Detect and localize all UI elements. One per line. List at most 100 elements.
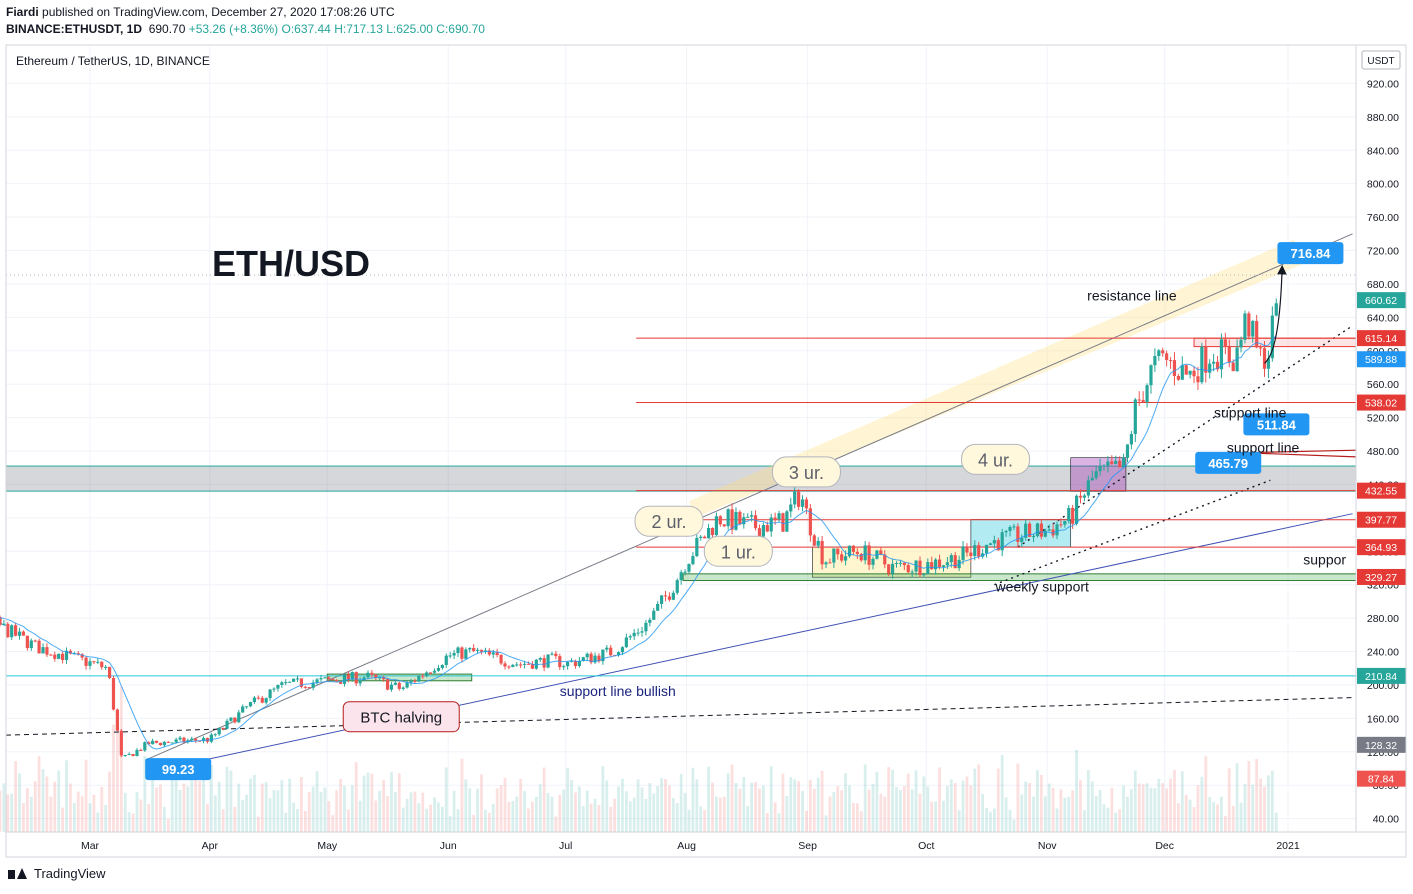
candle-body — [201, 738, 206, 742]
candle-body — [1251, 321, 1255, 337]
candle-body — [60, 653, 65, 661]
volume-bar — [883, 796, 887, 832]
volume-bar — [339, 778, 342, 832]
volume-bar — [824, 815, 828, 832]
x-tick-label: Mar — [81, 840, 100, 852]
candle-body — [695, 537, 699, 557]
candle-body — [894, 563, 899, 565]
candle-body — [648, 619, 652, 623]
volume-bar — [945, 785, 949, 832]
candle-body — [14, 625, 18, 636]
candle-body — [92, 661, 96, 663]
volume-bar — [1220, 796, 1223, 832]
volume-bar — [934, 801, 938, 832]
drawn-zones — [5, 239, 1357, 682]
price-marker — [1357, 394, 1406, 411]
volume-bar — [444, 767, 448, 832]
volume-bar — [409, 792, 413, 832]
candle-body — [421, 675, 425, 677]
volume-bar — [574, 792, 577, 832]
candle-body — [80, 654, 84, 658]
volume-bar — [366, 772, 370, 832]
candle-body — [2, 623, 6, 625]
volume-bar — [49, 796, 53, 832]
volume-bar — [805, 810, 808, 832]
volume-bar — [996, 768, 1000, 832]
candle-body — [679, 572, 683, 581]
volume-bar — [296, 809, 299, 832]
volume-bar — [722, 796, 726, 832]
volume-bar — [331, 815, 335, 832]
moving-average-line — [0, 334, 1277, 750]
price-callout-label: 716.84 — [1291, 246, 1332, 261]
candle-body — [1141, 400, 1145, 403]
candle-body — [922, 574, 926, 576]
volume-bar — [652, 793, 656, 832]
candle-body — [194, 738, 198, 741]
volume-bar — [147, 804, 151, 832]
y-tick-label: 640.00 — [1367, 312, 1399, 324]
price-marker — [1357, 770, 1406, 787]
x-tick-label: Dec — [1155, 840, 1174, 852]
candle-body — [413, 680, 417, 682]
candle-body — [1020, 537, 1024, 542]
candle-body — [820, 540, 824, 565]
volume-bar — [354, 762, 358, 832]
volume-bar — [1004, 797, 1008, 832]
volume-bar — [276, 790, 280, 832]
candle-body — [315, 679, 319, 683]
candle-body — [1153, 356, 1157, 366]
candle-body — [417, 675, 421, 682]
volume-bar — [961, 780, 965, 832]
candle-body — [444, 655, 448, 665]
candle-body — [726, 509, 730, 527]
volume-bar — [119, 686, 123, 832]
volume-bar — [139, 799, 143, 832]
candle-body — [221, 728, 225, 730]
volume-bar — [112, 724, 115, 832]
resistance-channel — [689, 239, 1306, 518]
volume-bar — [323, 787, 327, 832]
candle-body — [100, 661, 104, 668]
volume-bar — [1169, 778, 1172, 832]
candle-body — [491, 652, 495, 655]
price-callout-label: 99.23 — [162, 762, 195, 777]
volume-bar — [1086, 769, 1090, 832]
volume-bar — [1090, 781, 1094, 832]
candle-body — [1028, 523, 1032, 537]
volume-bar — [546, 793, 550, 832]
candle-body — [229, 717, 233, 721]
volume-bar — [311, 786, 315, 832]
x-tick-label: Jun — [440, 840, 457, 852]
candle-body — [824, 562, 828, 565]
candle-body — [166, 741, 170, 743]
x-tick-label: 2021 — [1276, 840, 1300, 852]
wave-bubble — [703, 535, 773, 567]
volume-bar — [848, 785, 851, 832]
price-marker-label: 87.84 — [1368, 774, 1394, 786]
volume-bar — [953, 782, 957, 832]
volume-bar — [397, 773, 401, 832]
candle-body — [1016, 526, 1020, 542]
footer-brand[interactable]: TradingView — [8, 866, 106, 881]
candle-body — [111, 678, 116, 710]
candle-body — [722, 524, 726, 527]
price-change: +53.26 (+8.36%) — [188, 22, 279, 36]
currency-button[interactable]: USDT — [1361, 50, 1401, 70]
candle-body — [996, 540, 1000, 551]
volume-bar — [1270, 770, 1274, 832]
volume-bar — [726, 773, 730, 832]
volume-bar — [491, 803, 495, 832]
volume-bar — [76, 791, 80, 832]
candle-body — [41, 647, 45, 654]
volume-bar — [1267, 775, 1270, 832]
candle-body — [847, 545, 852, 557]
candle-body — [299, 678, 304, 687]
volume-bar — [229, 770, 233, 832]
price-marker-label: 329.27 — [1365, 572, 1397, 584]
candle-body — [953, 555, 957, 569]
volume-bar — [527, 808, 530, 832]
volume-bar — [711, 782, 714, 832]
candle-body — [1012, 526, 1016, 528]
